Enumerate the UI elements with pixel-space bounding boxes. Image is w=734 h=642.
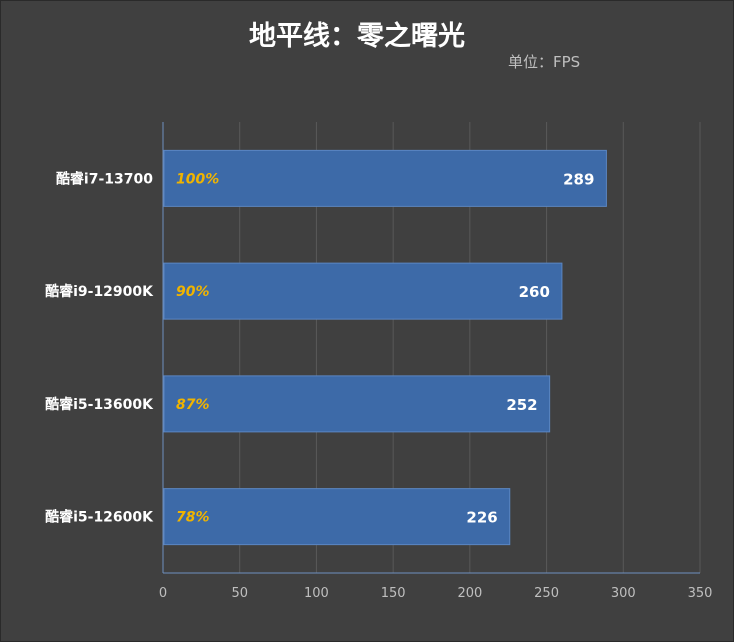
category-label: 酷睿i9-12900K [45, 283, 154, 300]
chart-title: 地平线：零之曙光 [249, 21, 465, 52]
x-tick-label: 0 [159, 586, 167, 601]
data-label: 289 [563, 170, 594, 188]
percent-label: 90% [176, 284, 210, 300]
category-label: 酷睿i7-13700 [56, 170, 153, 187]
bar [163, 375, 551, 433]
x-tick-label: 50 [231, 586, 248, 601]
x-tick-label: 300 [611, 586, 636, 601]
percent-label: 100% [176, 171, 219, 187]
percent-label: 78% [176, 510, 210, 526]
x-tick-label: 100 [304, 586, 329, 601]
category-label: 酷睿i5-13600K [45, 396, 154, 413]
x-tick-label: 200 [457, 586, 482, 601]
data-label: 226 [466, 509, 497, 527]
data-label: 252 [506, 396, 537, 414]
x-tick-label: 350 [688, 586, 713, 601]
bar [163, 149, 607, 207]
category-label: 酷睿i5-12600K [45, 509, 154, 526]
bar [163, 488, 511, 546]
percent-label: 87% [176, 397, 210, 413]
x-tick-label: 150 [381, 586, 406, 601]
x-tick-label: 250 [534, 586, 559, 601]
data-label: 260 [519, 283, 550, 301]
bar [163, 262, 563, 320]
chart-unit-label: 单位：FPS [508, 53, 581, 71]
